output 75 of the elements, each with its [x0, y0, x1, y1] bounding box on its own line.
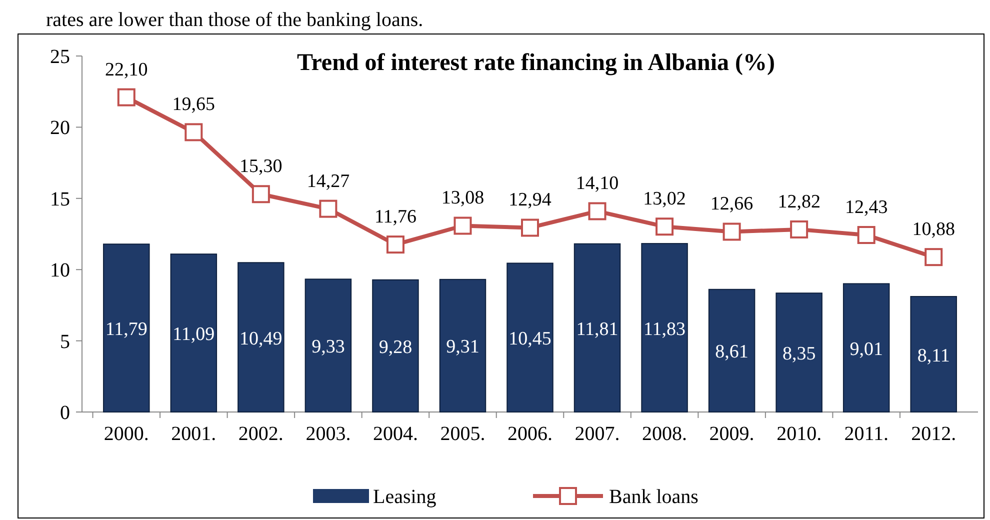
x-tick-label: 2000.	[104, 423, 149, 445]
x-tick-label: 2002.	[238, 423, 284, 445]
point	[386, 236, 404, 254]
data-label: 13,08	[441, 188, 484, 209]
data-label: 11,76	[374, 206, 416, 228]
point	[319, 200, 338, 218]
point	[790, 220, 808, 238]
bar	[304, 278, 352, 412]
x-tick-label: 2008.	[642, 423, 688, 445]
x-tick-label: 2009.	[709, 423, 754, 445]
x-tick-label: 2012.	[911, 423, 956, 445]
data-label: 11,79	[105, 319, 148, 340]
bar	[170, 254, 218, 412]
bar	[574, 243, 621, 412]
legend-label: Bank loans	[609, 486, 699, 508]
data-label: 14,10	[576, 173, 619, 194]
y-tick-label: 20	[50, 117, 70, 140]
bar	[372, 279, 419, 412]
point	[117, 88, 136, 106]
data-label: 9,31	[446, 336, 480, 358]
y-tick-label: 15	[50, 188, 70, 210]
data-label: 12,66	[710, 194, 754, 215]
data-label: 9,33	[312, 336, 345, 358]
point	[184, 123, 203, 142]
data-label: 10,45	[508, 328, 552, 350]
bar	[641, 243, 688, 412]
data-label: 14,27	[306, 170, 350, 192]
data-label: 15,30	[240, 156, 282, 178]
point	[656, 218, 674, 236]
y-tick-label: 10	[50, 260, 70, 282]
bar	[506, 262, 554, 412]
data-label: 8,11	[917, 345, 950, 366]
x-tick-label: 2003.	[306, 423, 351, 445]
y-tick-label: 5	[60, 330, 70, 353]
x-tick-label: 2011.	[844, 423, 888, 445]
data-label: 8,35	[782, 344, 816, 365]
point	[924, 248, 943, 266]
legend-label: Leasing	[373, 486, 436, 508]
point	[252, 185, 270, 204]
data-label: 8,61	[715, 342, 748, 363]
data-label: 19,65	[172, 94, 216, 116]
data-label: 12,43	[844, 196, 888, 218]
point	[454, 216, 472, 235]
data-label: 11,09	[172, 324, 215, 346]
bar	[238, 262, 284, 412]
point	[857, 226, 876, 244]
x-tick-label: 2005.	[440, 423, 486, 445]
bar	[776, 292, 822, 412]
x-tick-label: 2007.	[574, 423, 620, 445]
chart-title: Trend of interest rate financing in Albania (%)	[296, 50, 776, 76]
text: rates are lower than those of the banking loans.	[46, 9, 424, 31]
point	[722, 222, 741, 241]
bar	[910, 296, 957, 412]
data-label: 10,49	[240, 328, 282, 350]
y-tick-label: 25	[50, 46, 70, 68]
data-label: 11,81	[576, 318, 618, 340]
bar	[103, 244, 150, 412]
bar	[439, 278, 486, 412]
data-label: 11,83	[644, 318, 686, 340]
data-label: 10,88	[912, 219, 955, 240]
bar	[842, 283, 890, 412]
x-tick-label: 2006.	[508, 423, 552, 445]
x-tick-label: 2004.	[372, 423, 418, 445]
x-tick-label: 2001.	[171, 423, 216, 445]
point	[588, 202, 606, 220]
bar	[708, 288, 756, 412]
data-label: 9,01	[850, 338, 883, 360]
data-label: 12,82	[778, 191, 820, 212]
point	[521, 218, 539, 237]
data-label: 22,10	[105, 59, 148, 80]
data-label: 13,02	[643, 188, 686, 210]
x-tick-label: 2010.	[776, 423, 822, 445]
y-tick-label: 0	[60, 402, 70, 424]
data-label: 12,94	[508, 190, 552, 211]
data-label: 9,28	[378, 336, 412, 358]
